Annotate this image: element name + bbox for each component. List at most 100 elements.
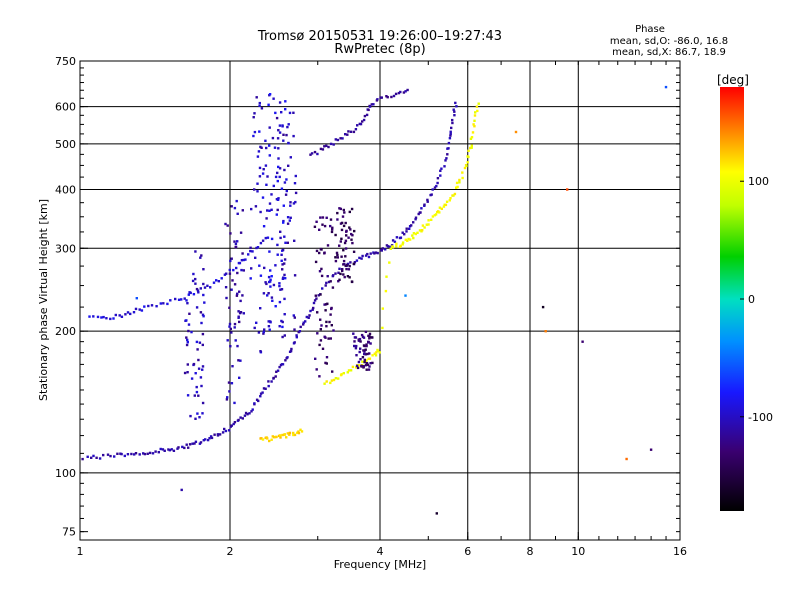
- spread-point: [342, 249, 345, 252]
- trace-point: [455, 181, 459, 185]
- spread-point: [324, 361, 327, 365]
- spread-point: [193, 394, 196, 397]
- trace-point: [292, 433, 295, 437]
- spread-point: [185, 319, 188, 322]
- spread-point: [198, 341, 202, 344]
- trace-point: [92, 315, 95, 318]
- spread-point: [253, 130, 257, 134]
- spread-point: [238, 376, 241, 379]
- trace-point: [401, 241, 405, 244]
- trace-point: [467, 149, 470, 152]
- spread-point: [186, 363, 189, 366]
- trace-point: [475, 105, 479, 108]
- spread-point: [314, 294, 317, 297]
- spread-point: [324, 309, 327, 312]
- trace-point: [336, 138, 340, 142]
- trace-point: [223, 427, 226, 431]
- spread-point: [277, 165, 280, 169]
- spread-point: [278, 175, 281, 179]
- spread-point: [352, 332, 355, 335]
- spread-point: [225, 398, 229, 401]
- trace-point: [426, 200, 429, 203]
- spread-point: [329, 313, 332, 316]
- spread-point: [270, 296, 274, 299]
- spread-point: [334, 233, 337, 237]
- spread-point: [367, 368, 371, 371]
- spread-point: [318, 375, 321, 378]
- chart-title: Tromsø 20150531 19:26:00–19:27:43: [257, 29, 502, 44]
- spread-point: [339, 207, 342, 211]
- spread-point: [325, 362, 328, 365]
- trace-point: [367, 255, 371, 259]
- trace-point: [166, 302, 169, 306]
- trace-point: [414, 216, 418, 219]
- spread-point: [316, 332, 319, 335]
- trace-point: [427, 223, 430, 226]
- trace-point: [259, 395, 262, 398]
- spread-point: [292, 134, 295, 138]
- data-points: [81, 85, 668, 515]
- trace-point: [458, 178, 461, 182]
- spread-point: [188, 312, 191, 315]
- trace-point: [391, 239, 395, 242]
- spread-point: [239, 231, 243, 234]
- trace-point: [337, 377, 340, 380]
- trace-point: [266, 437, 269, 440]
- spread-point: [326, 244, 330, 247]
- spread-point: [199, 311, 203, 314]
- spread-point: [334, 259, 338, 263]
- trace-point: [288, 433, 291, 436]
- phase-stats-x: mean, sd,X: 86.7, 18.9: [612, 47, 726, 58]
- trace-point: [172, 449, 176, 452]
- spread-point: [365, 344, 368, 348]
- spread-point: [279, 288, 282, 291]
- spread-point: [262, 332, 265, 335]
- trace-point: [198, 442, 202, 445]
- spread-point: [367, 340, 370, 344]
- trace-point: [332, 143, 335, 146]
- trace-point: [455, 105, 458, 108]
- spread-point: [283, 313, 286, 316]
- spread-point: [237, 310, 240, 313]
- trace-point: [353, 261, 357, 264]
- trace-point: [391, 246, 395, 249]
- spread-point: [276, 253, 279, 256]
- spread-point: [270, 237, 274, 241]
- spread-point: [284, 277, 287, 280]
- spread-point: [275, 116, 279, 120]
- spread-point: [343, 241, 347, 245]
- spread-point: [347, 268, 351, 271]
- spread-point: [277, 157, 280, 160]
- spread-point: [231, 279, 234, 282]
- trace-point: [448, 137, 452, 140]
- trace-point: [284, 359, 287, 362]
- trace-point: [105, 317, 108, 320]
- spread-point: [201, 313, 205, 316]
- spread-point: [287, 142, 290, 145]
- trace-point: [210, 436, 214, 440]
- spread-point: [283, 258, 287, 261]
- trace-point: [188, 443, 192, 446]
- spread-point: [349, 228, 352, 231]
- spread-point: [272, 184, 275, 188]
- trace-point: [220, 277, 223, 280]
- spread-point: [268, 154, 271, 157]
- trace-point: [276, 369, 280, 372]
- spread-point: [186, 338, 189, 342]
- spread-point: [357, 360, 361, 364]
- trace-point: [367, 108, 370, 112]
- trace-point: [354, 128, 358, 131]
- spread-point: [187, 329, 190, 333]
- trace-point: [394, 92, 398, 96]
- y-tick-label: 100: [55, 467, 76, 480]
- trace-point: [433, 186, 437, 189]
- spread-point: [186, 371, 189, 374]
- trace-point: [257, 399, 260, 403]
- spread-point: [345, 234, 348, 237]
- trace-point: [218, 433, 222, 436]
- trace-point: [112, 317, 115, 320]
- y-tick-label: 600: [55, 101, 76, 114]
- spread-point: [330, 307, 333, 311]
- trace-point: [417, 212, 420, 216]
- phase-stats-heading: Phase: [635, 24, 665, 35]
